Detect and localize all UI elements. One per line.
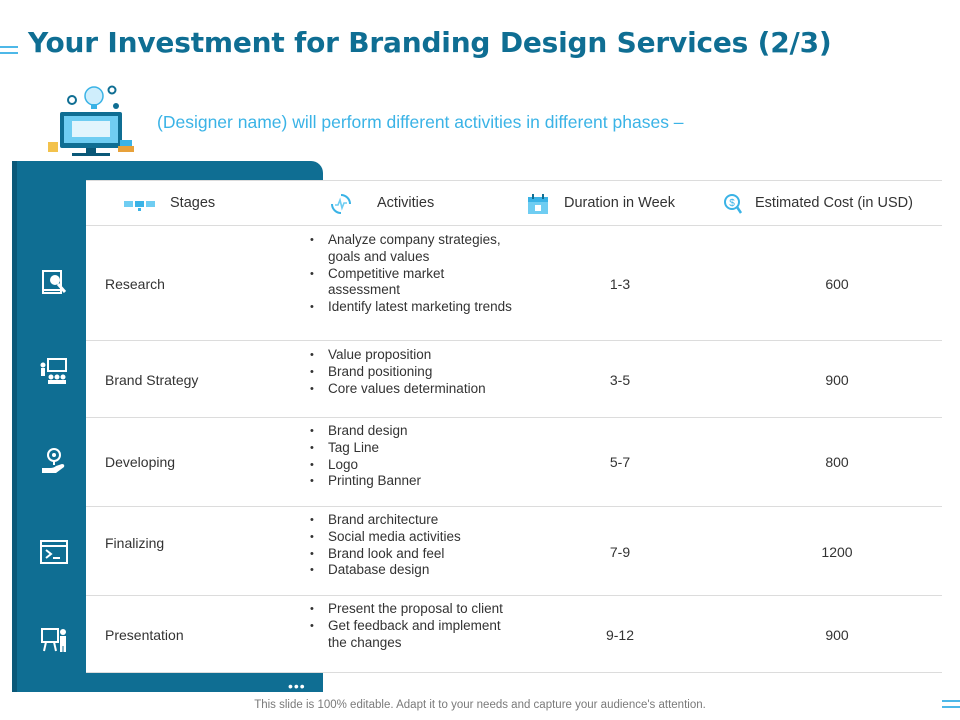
duration-cell: 3-5 [609,372,631,388]
activity-item: Printing Banner [310,473,520,490]
stages-icon [124,201,155,211]
stage-name: Presentation [105,627,184,643]
stage-name: Developing [105,454,176,470]
stage-name: Finalizing [105,535,165,551]
svg-text:$: $ [729,198,735,209]
activity-item: Present the proposal to client [310,601,520,618]
header-stages: Stages [170,195,216,211]
cost-cell: 600 [825,276,849,292]
activity-item: Get feedback and implement the changes [310,618,520,652]
activity-list: Present the proposal to client Get feedb… [310,601,520,651]
activity-item: Analyze company strategies, goals and va… [310,232,520,266]
duration-cell: 1-3 [609,276,631,292]
hand-bulb-icon [42,448,65,473]
duration-cell: 7-9 [609,544,631,560]
activity-list: Value proposition Brand positioning Core… [310,347,520,397]
side-panel-accent [12,161,17,692]
table-divider [86,595,942,596]
stage-name: Research [105,276,165,292]
presenter-icon [41,628,66,652]
research-book-icon [42,270,67,294]
header-activities: Activities [377,195,435,211]
header-cost: Estimated Cost (in USD) [755,195,913,211]
cost-cell: 1200 [821,544,853,560]
stage-name: Brand Strategy [105,372,199,388]
activity-item: Brand design [310,423,520,440]
activity-item: Competitive market assessment [310,266,520,300]
activity-list: Brand design Tag Line Logo Printing Bann… [310,423,520,490]
table-divider [86,225,942,226]
corner-decoration-top-left [0,46,18,58]
table-divider [86,506,942,507]
cost-cell: 800 [825,454,849,470]
activity-item: Database design [310,562,520,579]
table-divider [86,672,942,673]
header-duration: Duration in Week [564,195,675,211]
activity-item: Core values determination [310,381,520,398]
calendar-icon [528,194,548,214]
duration-cell: 9-12 [605,627,635,643]
table-divider [86,417,942,418]
activity-item: Tag Line [310,440,520,457]
activity-item: Brand architecture [310,512,520,529]
activity-list: Brand architecture Social media activiti… [310,512,520,579]
table-divider [86,180,942,181]
activity-item: Brand look and feel [310,546,520,563]
activity-item: Identify latest marketing trends [310,299,520,316]
table-divider [86,340,942,341]
slide-subtitle: (Designer name) will perform different a… [157,112,684,132]
activity-item: Logo [310,457,520,474]
cost-cell: 900 [825,372,849,388]
activity-item: Brand positioning [310,364,520,381]
terminal-window-icon [40,540,68,564]
activity-item: Social media activities [310,529,520,546]
more-dots-indicator: ••• [288,678,306,694]
activities-icon [331,194,351,214]
computer-ideas-illustration [48,85,134,156]
footer-note: This slide is 100% editable. Adapt it to… [254,699,706,711]
activity-item: Value proposition [310,347,520,364]
duration-cell: 5-7 [609,454,631,470]
slide-title: Your Investment for Branding Design Serv… [28,26,832,59]
activity-list: Analyze company strategies, goals and va… [310,232,520,316]
cost-cell: 900 [825,627,849,643]
dollar-search-icon: $ [724,194,743,214]
strategy-board-icon [40,358,67,384]
corner-decoration-bottom-right [942,700,960,712]
